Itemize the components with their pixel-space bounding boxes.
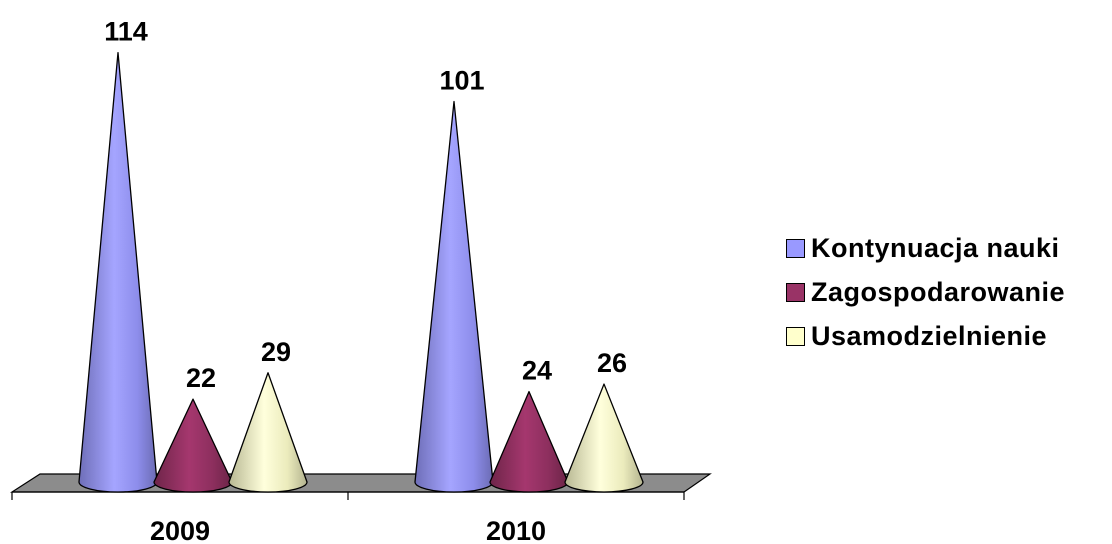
legend-label: Kontynuacja nauki bbox=[811, 232, 1060, 263]
legend-swatch bbox=[786, 326, 805, 346]
cone-kontynuacja-nauki-2009 bbox=[78, 51, 158, 493]
legend-item-zagospodarowanie: Zagospodarowanie bbox=[786, 270, 1065, 314]
legend-swatch bbox=[786, 238, 805, 258]
data-label-usamodzielnienie-2010: 26 bbox=[597, 348, 627, 378]
category-labels: 2009 2010 bbox=[150, 516, 546, 544]
x-tick-label-2010: 2010 bbox=[486, 516, 546, 544]
legend-label: Zagospodarowanie bbox=[811, 276, 1066, 307]
x-tick-label-2009: 2009 bbox=[150, 516, 210, 544]
cone-kontynuacja-nauki-2010 bbox=[414, 100, 494, 493]
data-label-zagospodarowanie-2010: 24 bbox=[522, 356, 552, 386]
legend-swatch bbox=[786, 282, 805, 302]
legend-label: Usamodzielnienie bbox=[811, 320, 1048, 351]
cone-usamodzielnienie-2010 bbox=[564, 383, 644, 493]
cone-zagospodarowanie-2010 bbox=[489, 390, 569, 493]
cone-usamodzielnienie-2009 bbox=[228, 372, 308, 493]
x-axis bbox=[11, 491, 685, 500]
data-label-kontynuacja-nauki-2009: 114 bbox=[104, 17, 148, 47]
cone-zagospodarowanie-2009 bbox=[153, 398, 233, 493]
data-labels: 114 22 29 101 24 26 bbox=[104, 17, 627, 394]
legend: Kontynuacja nauki Zagospodarowanie Usamo… bbox=[786, 226, 1065, 358]
legend-item-kontynuacja-nauki: Kontynuacja nauki bbox=[786, 226, 1065, 270]
data-label-kontynuacja-nauki-2010: 101 bbox=[439, 66, 484, 96]
legend-item-usamodzielnienie: Usamodzielnienie bbox=[786, 314, 1065, 358]
data-label-zagospodarowanie-2009: 22 bbox=[186, 363, 216, 393]
data-label-usamodzielnienie-2009: 29 bbox=[261, 337, 291, 367]
cone-marks bbox=[78, 51, 644, 493]
